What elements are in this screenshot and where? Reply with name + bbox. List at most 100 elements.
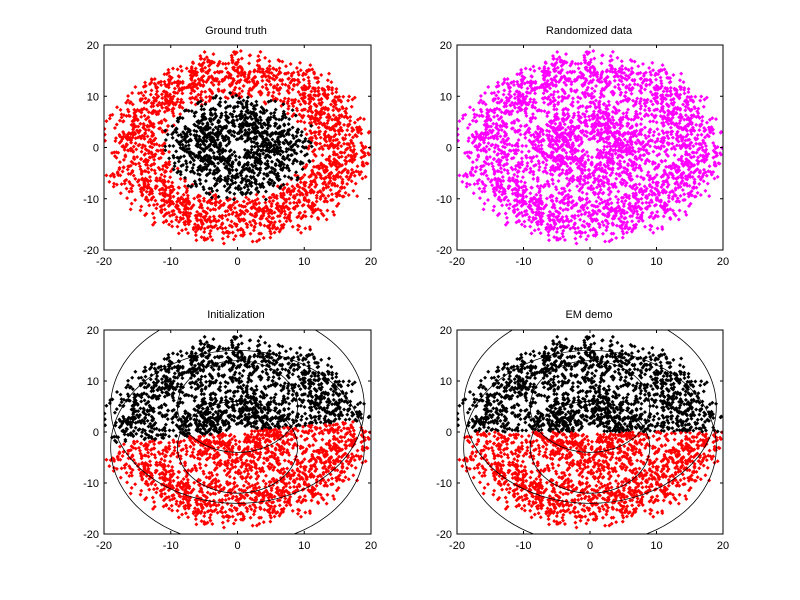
scatter-point [349, 104, 354, 109]
scatter-point [164, 106, 169, 111]
scatter-point [533, 91, 538, 96]
scatter-point [256, 130, 261, 135]
scatter-point [218, 96, 223, 101]
scatter-point [190, 81, 195, 86]
scatter-point [263, 55, 268, 60]
scatter-point [682, 87, 687, 92]
scatter-point [159, 172, 164, 177]
scatter-point [552, 89, 557, 94]
subplot-title: Ground truth [205, 25, 267, 37]
scatter-point [711, 148, 716, 153]
scatter-point [669, 92, 674, 97]
scatter-point [202, 226, 207, 231]
scatter-point [599, 91, 604, 96]
scatter-point [268, 235, 273, 240]
scatter-point [682, 117, 687, 122]
scatter-point [178, 169, 183, 174]
scatter-point [199, 107, 204, 112]
scatter-point [129, 146, 134, 151]
scatter-point [233, 105, 238, 110]
scatter-point [301, 213, 306, 218]
scatter-point [245, 108, 250, 113]
scatter-point [537, 66, 542, 71]
scatter-point [131, 149, 136, 154]
scatter-point [279, 133, 284, 138]
scatter-point [164, 219, 169, 224]
scatter-point [150, 111, 155, 116]
scatter-point [509, 126, 514, 131]
scatter-point [183, 144, 188, 149]
scatter-point [147, 175, 152, 180]
scatter-point [643, 195, 648, 200]
scatter-point [139, 204, 144, 209]
scatter-point [492, 110, 497, 115]
scatter-point [179, 139, 184, 144]
scatter-point [127, 114, 132, 119]
scatter-point [289, 79, 294, 84]
scatter-point [650, 210, 655, 215]
scatter-point [227, 154, 232, 159]
scatter-point [139, 114, 144, 119]
scatter-point [319, 163, 324, 168]
scatter-point [235, 74, 240, 79]
scatter-point [258, 89, 263, 94]
scatter-point [664, 164, 669, 169]
scatter-point [139, 110, 144, 115]
scatter-point [495, 80, 500, 85]
scatter-point [193, 66, 198, 71]
scatter-point [325, 199, 330, 204]
scatter-point [316, 98, 321, 103]
scatter-point [275, 126, 280, 131]
scatter-point [538, 193, 543, 198]
scatter-point [203, 89, 208, 94]
scatter-point [596, 77, 601, 82]
scatter-point [545, 222, 550, 227]
scatter-point [148, 92, 153, 97]
scatter-point [303, 72, 308, 77]
scatter-point [350, 97, 355, 102]
scatter-point [210, 189, 215, 194]
scatter-point [243, 153, 248, 158]
scatter-point [631, 194, 636, 199]
scatter-point [265, 163, 270, 168]
scatter-point [334, 87, 339, 92]
scatter-point [175, 203, 180, 208]
scatter-point [512, 172, 517, 177]
scatter-point [247, 61, 252, 66]
scatter-point [608, 54, 613, 59]
scatter-point [295, 70, 300, 75]
scatter-point [298, 210, 303, 215]
scatter-point [157, 109, 162, 114]
scatter-point [546, 229, 551, 234]
scatter-point [688, 164, 693, 169]
scatter-point [175, 206, 180, 211]
scatter-point [239, 134, 244, 139]
scatter-point [677, 208, 682, 213]
scatter-point [691, 144, 696, 149]
scatter-point [125, 196, 130, 201]
scatter-point [649, 99, 654, 104]
scatter-point [130, 170, 135, 175]
scatter-point [275, 82, 280, 87]
scatter-point [176, 119, 181, 124]
scatter-point [623, 94, 628, 99]
scatter-point [226, 135, 231, 140]
scatter-point [665, 130, 670, 135]
scatter-point [202, 215, 207, 220]
scatter-point [291, 159, 296, 164]
scatter-point [706, 125, 711, 130]
scatter-point [499, 110, 504, 115]
scatter-point [166, 179, 171, 184]
scatter-point [533, 105, 538, 110]
scatter-point [296, 188, 301, 193]
scatter-point [608, 196, 613, 201]
scatter-point [302, 183, 307, 188]
scatter-point [164, 199, 169, 204]
scatter-point [645, 78, 650, 83]
scatter-point [126, 94, 131, 99]
scatter-point [293, 150, 298, 155]
scatter-point [503, 211, 508, 216]
scatter-point [596, 208, 601, 213]
scatter-point [238, 211, 243, 216]
scatter-point [268, 229, 273, 234]
